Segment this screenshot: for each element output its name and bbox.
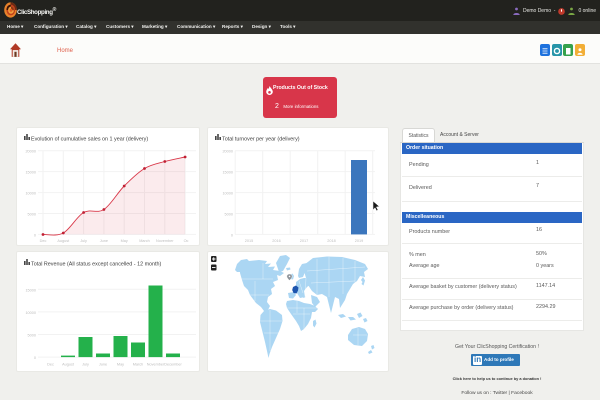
svg-text:August: August <box>57 239 70 243</box>
svg-text:2016: 2016 <box>272 239 280 243</box>
svg-text:15000: 15000 <box>222 171 233 175</box>
svg-text:10000: 10000 <box>25 311 36 315</box>
svg-text:May: May <box>121 239 128 243</box>
svg-text:2015: 2015 <box>245 239 253 243</box>
svg-text:5000: 5000 <box>225 213 233 217</box>
svg-text:0: 0 <box>34 233 36 237</box>
svg-text:August: August <box>62 363 75 367</box>
svg-text:December: December <box>164 363 182 367</box>
svg-text:November: November <box>147 363 165 367</box>
svg-text:0: 0 <box>34 356 36 360</box>
svg-text:May: May <box>117 363 124 367</box>
svg-text:November: November <box>156 239 174 243</box>
svg-text:Oc: Oc <box>184 239 189 243</box>
svg-text:5000: 5000 <box>28 334 36 338</box>
svg-text:March: March <box>133 363 144 367</box>
svg-text:20000: 20000 <box>222 150 233 154</box>
svg-text:July: July <box>80 239 87 243</box>
svg-text:5000: 5000 <box>28 213 36 217</box>
svg-text:Total Revenue (All status exce: Total Revenue (All status except cancell… <box>31 262 162 268</box>
svg-text:15000: 15000 <box>25 171 36 175</box>
svg-text:0: 0 <box>231 233 233 237</box>
svg-text:Dec: Dec <box>47 363 54 367</box>
svg-text:15000: 15000 <box>25 288 36 292</box>
svg-text:10000: 10000 <box>25 192 36 196</box>
svg-text:2018: 2018 <box>327 239 335 243</box>
svg-text:Dec: Dec <box>40 239 47 243</box>
svg-text:June: June <box>99 363 107 367</box>
svg-text:Evolution of cumulative sales: Evolution of cumulative sales on 1 year … <box>31 137 148 143</box>
svg-text:10000: 10000 <box>222 192 233 196</box>
svg-text:March: March <box>139 239 150 243</box>
svg-text:July: July <box>82 363 89 367</box>
svg-text:Total turnover per year (deliv: Total turnover per year (delivery) <box>222 137 300 143</box>
svg-text:20000: 20000 <box>25 150 36 154</box>
svg-text:June: June <box>100 239 108 243</box>
svg-text:2017: 2017 <box>300 239 308 243</box>
svg-text:2019: 2019 <box>355 239 363 243</box>
